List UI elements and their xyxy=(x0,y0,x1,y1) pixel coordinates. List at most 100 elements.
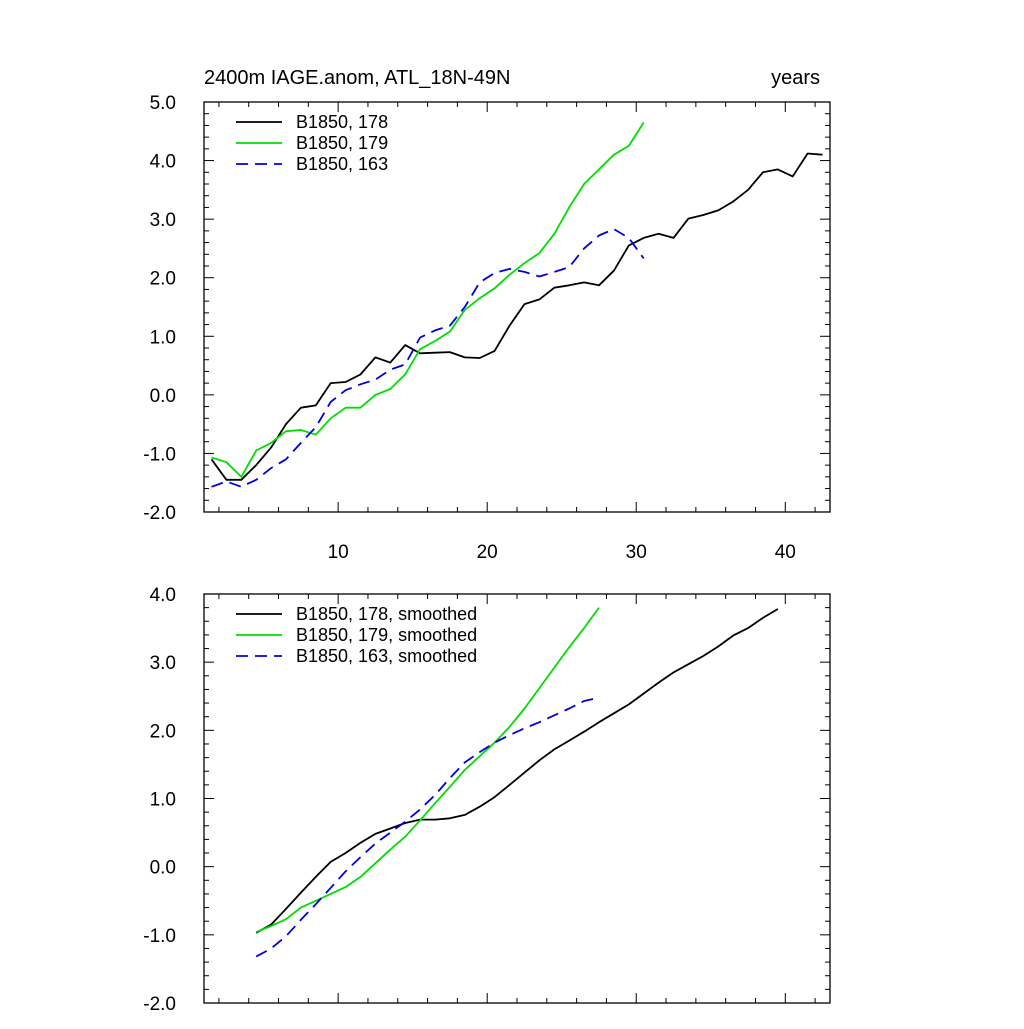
x-tick-label: 20 xyxy=(477,542,498,563)
data-point xyxy=(538,721,540,723)
data-point xyxy=(583,730,585,732)
data-point xyxy=(359,383,361,385)
data-point xyxy=(404,820,406,822)
data-point xyxy=(434,818,436,820)
data-point xyxy=(374,356,376,358)
data-point xyxy=(777,608,779,610)
data-point xyxy=(538,687,540,689)
data-point xyxy=(583,183,585,185)
data-point xyxy=(225,480,227,482)
data-point xyxy=(359,407,361,409)
data-point xyxy=(255,449,257,451)
series-line-3 xyxy=(255,696,600,958)
data-point xyxy=(359,856,361,858)
legend-entry-1: B1850, 178, smoothed xyxy=(296,604,477,624)
data-point xyxy=(300,429,302,431)
y-tick-label: 0.0 xyxy=(150,858,176,879)
data-point xyxy=(598,696,600,698)
data-point xyxy=(553,666,555,668)
y-tick-label: 0.0 xyxy=(150,386,176,407)
series-line-1 xyxy=(255,608,779,934)
data-point xyxy=(285,458,287,460)
data-point xyxy=(374,833,376,835)
data-point xyxy=(285,935,287,937)
data-point xyxy=(553,233,555,235)
data-point xyxy=(598,168,600,170)
data-point xyxy=(538,252,540,254)
legend-entry-3: B1850, 163, smoothed xyxy=(296,646,477,666)
data-point xyxy=(374,862,376,864)
data-point xyxy=(255,931,257,933)
legend-entry-1: B1850, 178 xyxy=(296,112,388,132)
data-point xyxy=(523,303,525,305)
data-point xyxy=(583,247,585,249)
data-point xyxy=(464,814,466,816)
y-tick-label: -1.0 xyxy=(143,444,176,465)
data-point xyxy=(300,442,302,444)
data-point xyxy=(479,805,481,807)
series-line-2 xyxy=(255,607,600,933)
x-tick-label: 40 xyxy=(775,542,796,563)
data-point xyxy=(210,456,212,458)
data-point xyxy=(389,831,391,833)
data-point xyxy=(583,700,585,702)
data-point xyxy=(449,786,451,788)
data-point xyxy=(389,368,391,370)
data-point xyxy=(479,297,481,299)
data-point xyxy=(613,154,615,156)
data-point xyxy=(538,759,540,761)
data-point xyxy=(762,171,764,173)
data-point xyxy=(329,893,331,895)
data-point xyxy=(300,407,302,409)
data-point xyxy=(628,244,630,246)
data-point xyxy=(270,467,272,469)
data-point xyxy=(508,784,510,786)
data-point xyxy=(672,237,674,239)
data-point xyxy=(732,634,734,636)
data-point xyxy=(464,356,466,358)
data-point xyxy=(717,645,719,647)
y-tick-label: 3.0 xyxy=(150,653,176,674)
data-point xyxy=(404,363,406,365)
x-tick-label: 10 xyxy=(328,542,349,563)
data-point xyxy=(553,714,555,716)
legend-entry-2: B1850, 179 xyxy=(296,133,388,153)
data-point xyxy=(449,330,451,332)
data-point xyxy=(568,739,570,741)
data-point xyxy=(464,761,466,763)
data-point xyxy=(240,479,242,481)
data-point xyxy=(538,298,540,300)
data-point xyxy=(389,388,391,390)
data-point xyxy=(702,655,704,657)
data-point xyxy=(419,336,421,338)
legend-entry-2: B1850, 179, smoothed xyxy=(296,625,477,645)
data-point xyxy=(493,741,495,743)
data-point xyxy=(374,394,376,396)
data-point xyxy=(315,433,317,435)
data-point xyxy=(285,908,287,910)
data-point xyxy=(240,476,242,478)
data-point xyxy=(508,325,510,327)
data-point xyxy=(434,351,436,353)
x-tick-label: 30 xyxy=(626,542,647,563)
data-point xyxy=(523,262,525,264)
data-point xyxy=(479,357,481,359)
series-line-2 xyxy=(211,122,645,478)
data-point xyxy=(344,870,346,872)
chart-title: 2400m IAGE.anom, ATL_18N-49N xyxy=(204,67,510,89)
data-point xyxy=(449,777,451,779)
data-point xyxy=(285,430,287,432)
data-point xyxy=(508,268,510,270)
y-tick-label: 2.0 xyxy=(150,721,176,742)
data-point xyxy=(508,726,510,728)
data-point xyxy=(613,712,615,714)
data-point xyxy=(702,214,704,216)
data-point xyxy=(434,794,436,796)
data-point xyxy=(434,340,436,342)
data-point xyxy=(642,237,644,239)
data-point xyxy=(359,373,361,375)
data-point xyxy=(657,681,659,683)
data-point xyxy=(464,306,466,308)
data-point xyxy=(732,200,734,202)
data-point xyxy=(270,442,272,444)
